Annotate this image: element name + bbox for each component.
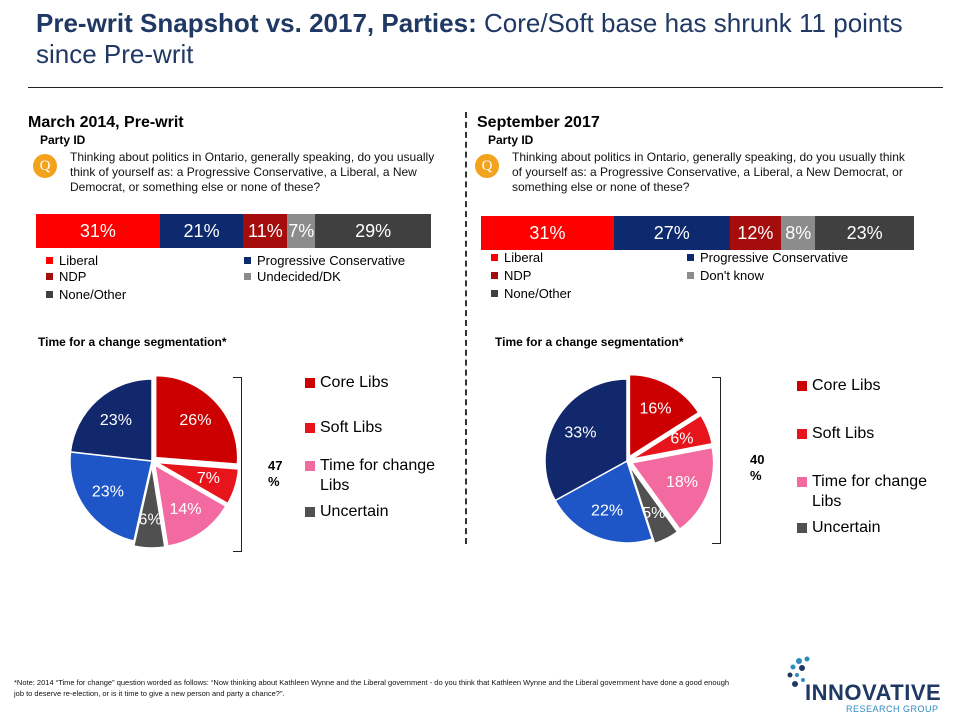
legend-ndp: NDP bbox=[491, 268, 531, 283]
pie-label-time-for_change: 18% bbox=[666, 474, 698, 491]
bar-segment-liberal: 31% bbox=[36, 214, 160, 248]
bar-segment-don-t-know: 8% bbox=[781, 216, 816, 250]
logo-dots-icon bbox=[787, 656, 810, 687]
pie-label-pie-pc: 33% bbox=[564, 425, 596, 442]
title-bold: Pre-writ Snapshot vs. 2017, Parties: bbox=[36, 8, 477, 38]
right-party-id: Party ID bbox=[488, 133, 534, 147]
left-bar-legend: Liberal Progressive Conservative NDP Und… bbox=[46, 253, 466, 307]
pie-label-pie-prog: 23% bbox=[92, 484, 124, 501]
legend-swatch bbox=[244, 257, 251, 264]
pie-label-uncertain: 6% bbox=[139, 511, 162, 528]
pie-slice-core-libs bbox=[154, 374, 239, 465]
pie-slice-soft-libs bbox=[156, 461, 240, 505]
legend-swatch bbox=[491, 272, 498, 279]
right-heading: September 2017 bbox=[477, 114, 600, 131]
title-rest: Core/Soft base has shrunk 11 points sinc… bbox=[36, 8, 903, 69]
legend-dont-know: Don't know bbox=[687, 268, 764, 283]
pie-slice-pie-pc bbox=[69, 378, 153, 462]
pie-slice-soft-libs bbox=[631, 414, 714, 460]
legend-swatch bbox=[244, 273, 251, 280]
pie-legend-core-libs: Core Libs bbox=[797, 376, 947, 396]
pie-label-time-for_change: 14% bbox=[170, 501, 202, 518]
pie-slice-uncertain bbox=[132, 465, 166, 549]
pie-legend-time-for-change: Time for change Libs bbox=[797, 472, 947, 512]
pie-label-pie-prog: 22% bbox=[591, 503, 623, 520]
bar-segment-undecided-dk: 7% bbox=[287, 214, 316, 248]
left-party-bar: 31% 21% 11% 7% 29% bbox=[36, 214, 431, 248]
pie-label-pie-pc: 23% bbox=[100, 412, 132, 429]
left-party-id: Party ID bbox=[40, 133, 86, 147]
left-bracket-total: 47 % bbox=[268, 458, 283, 489]
pie-legend-core-libs: Core Libs bbox=[305, 373, 455, 393]
bar-segment-none-other: 23% bbox=[815, 216, 914, 250]
footnote: *Note: 2014 “Time for change” question w… bbox=[14, 678, 730, 698]
legend-swatch bbox=[687, 254, 694, 261]
pie-slice-pie-prog bbox=[69, 451, 153, 542]
bar-segment-progressive-conservative: 27% bbox=[613, 216, 730, 250]
pie-slice-pie-prog bbox=[554, 459, 654, 544]
legend-ndp: NDP bbox=[46, 269, 86, 284]
legend-none: None/Other bbox=[491, 286, 571, 301]
right-party-bar: 31% 27% 12% 8% 23% bbox=[481, 216, 914, 250]
pie-label-soft-libs: 6% bbox=[670, 430, 693, 447]
right-pie-chart: 16% 6% 18%5% 22% 33% bbox=[544, 373, 715, 545]
pie-slice-time-for_change bbox=[630, 446, 715, 531]
legend-liberal: Liberal bbox=[46, 253, 98, 268]
bar-segment-progressive-conservative: 21% bbox=[159, 214, 244, 248]
left-pie-legend: Core Libs Soft Libs Time for change Libs… bbox=[305, 373, 455, 522]
right-question-icon: Q bbox=[475, 154, 499, 178]
legend-pc: Progressive Conservative bbox=[244, 253, 405, 268]
legend-swatch bbox=[46, 257, 53, 264]
legend-undecided: Undecided/DK bbox=[244, 269, 341, 284]
pie-slice-core-libs bbox=[628, 373, 700, 458]
legend-pc: Progressive Conservative bbox=[687, 250, 848, 265]
left-heading: March 2014, Pre-writ bbox=[28, 114, 184, 131]
legend-swatch bbox=[491, 290, 498, 297]
pie-slice-pie-pc bbox=[544, 378, 628, 502]
left-question: Thinking about politics in Ontario, gene… bbox=[70, 150, 435, 194]
page-title: Pre-writ Snapshot vs. 2017, Parties: Cor… bbox=[36, 8, 936, 70]
bar-segment-liberal: 31% bbox=[481, 216, 614, 250]
pie-legend-time-for-change: Time for change Libs bbox=[305, 456, 455, 496]
right-bracket bbox=[712, 377, 721, 544]
bar-segment-none-other: 29% bbox=[315, 214, 431, 248]
panel-divider bbox=[465, 112, 467, 544]
title-divider bbox=[28, 87, 943, 88]
pie-label-uncertain: 5% bbox=[642, 505, 665, 522]
right-pie-legend: Core Libs Soft Libs Time for change Libs… bbox=[797, 376, 947, 538]
pie-legend-uncertain: Uncertain bbox=[305, 502, 455, 522]
pie-legend-soft-libs: Soft Libs bbox=[305, 418, 455, 438]
pie-slice-uncertain bbox=[628, 465, 679, 545]
pie-legend-uncertain: Uncertain bbox=[797, 518, 947, 538]
pie-legend-soft-libs: Soft Libs bbox=[797, 424, 947, 444]
bar-segment-ndp: 11% bbox=[243, 214, 288, 248]
bar-segment-ndp: 12% bbox=[729, 216, 782, 250]
right-segmentation-title: Time for a change segmentation* bbox=[495, 335, 684, 349]
right-question: Thinking about politics in Ontario, gene… bbox=[512, 150, 905, 194]
legend-liberal: Liberal bbox=[491, 250, 543, 265]
legend-swatch bbox=[46, 273, 53, 280]
pie-slice-time-for_change bbox=[153, 463, 227, 547]
left-pie-chart: 26% 7% 14% 6% 23% 23% bbox=[69, 374, 240, 549]
logo-subtitle: RESEARCH GROUP bbox=[846, 704, 939, 714]
legend-swatch bbox=[687, 272, 694, 279]
legend-none: None/Other bbox=[46, 287, 126, 302]
left-segmentation-title: Time for a change segmentation* bbox=[38, 335, 227, 349]
pie-label-core-libs: 16% bbox=[639, 400, 671, 417]
right-bar-legend: Liberal Progressive Conservative NDP Don… bbox=[491, 250, 911, 304]
right-bracket-total: 40 % bbox=[750, 452, 765, 483]
logo-name: INNOVATIVE bbox=[805, 680, 942, 705]
legend-swatch bbox=[491, 254, 498, 261]
left-question-icon: Q bbox=[33, 154, 57, 178]
left-bracket bbox=[233, 377, 242, 552]
legend-swatch bbox=[46, 291, 53, 298]
pie-label-soft-libs: 7% bbox=[197, 470, 220, 487]
pie-label-core-libs: 26% bbox=[179, 412, 211, 429]
